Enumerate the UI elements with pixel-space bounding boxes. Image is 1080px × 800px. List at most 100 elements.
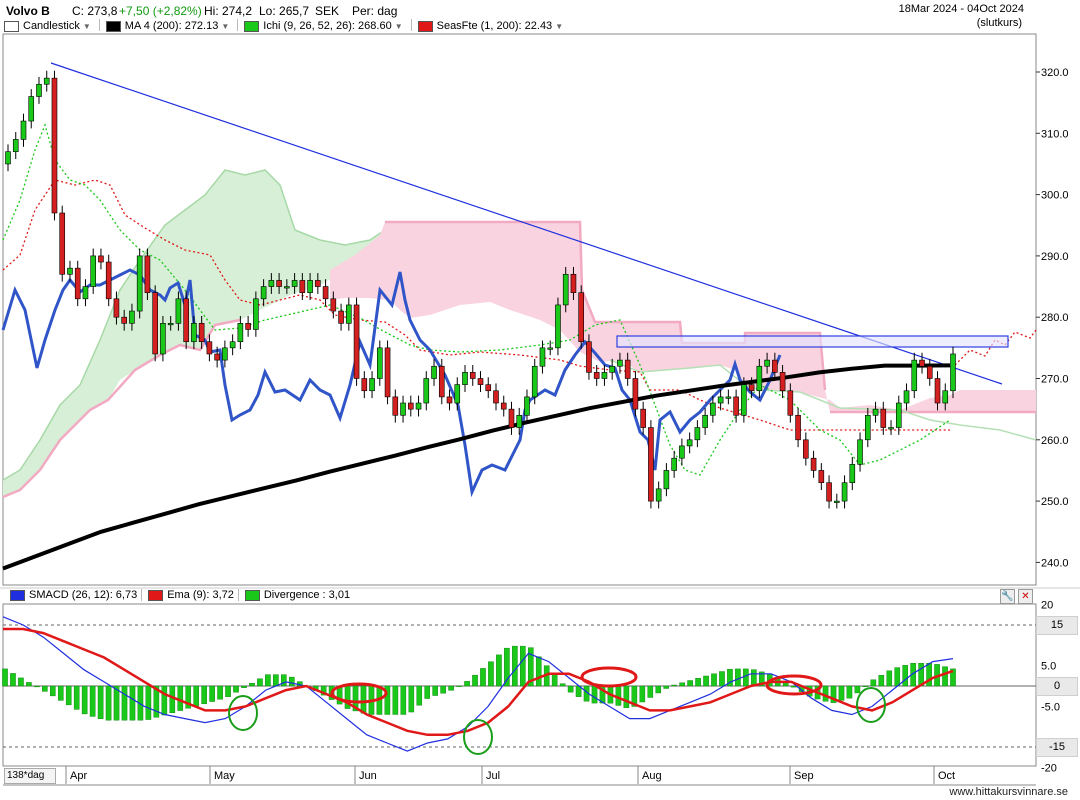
- candle: [950, 346, 956, 399]
- candle: [446, 389, 453, 411]
- candle: [415, 395, 422, 417]
- divergence-bar: [193, 685, 199, 707]
- divergence-bar: [623, 685, 630, 708]
- divergence-bar: [281, 674, 287, 687]
- candle: [779, 365, 786, 399]
- candle: [129, 303, 135, 331]
- candle: [841, 475, 848, 509]
- candle: [717, 389, 724, 411]
- x-tick-label: Apr: [70, 770, 87, 782]
- candle: [632, 371, 639, 417]
- candle: [384, 340, 391, 405]
- legend-ichimoku[interactable]: Ichi (9, 26, 52, 26): 268.60 ▼: [244, 19, 406, 33]
- divergence-bar: [591, 685, 598, 704]
- candle: [191, 315, 197, 350]
- divider: [410, 19, 412, 31]
- chart-header: Volvo B C: 273,8 +7,50 (+2,82%) Hi: 274,…: [0, 0, 1080, 29]
- candle: [28, 89, 35, 129]
- candle: [485, 377, 492, 399]
- candle: [725, 389, 732, 405]
- divergence-bar: [663, 685, 670, 689]
- candle: [276, 273, 282, 294]
- legend-smacd[interactable]: SMACD (26, 12): 6,73: [10, 589, 137, 601]
- legend-swatch: [4, 20, 19, 32]
- ma-200-line: [2, 363, 951, 571]
- divergence-bar: [432, 685, 438, 696]
- candle: [803, 432, 809, 466]
- divider: [98, 19, 100, 31]
- divergence-bar: [113, 685, 120, 721]
- divergence-bar: [217, 685, 223, 700]
- divergence-bar: [408, 685, 415, 713]
- trendline[interactable]: [50, 62, 1003, 385]
- legend-seasonal[interactable]: SeasFte (1, 200): 22.43 ▼: [417, 19, 568, 33]
- candle: [59, 205, 66, 282]
- divergence-bar: [782, 682, 789, 687]
- x-tick-label: Sep: [794, 770, 814, 782]
- y-tick-label: 250.0: [1041, 496, 1069, 508]
- legend-divergence[interactable]: Divergence : 3,01: [244, 589, 350, 601]
- candle: [438, 358, 445, 405]
- candle: [640, 401, 646, 435]
- candle: [392, 389, 399, 423]
- candle: [895, 395, 902, 435]
- divergence-bar: [703, 675, 709, 687]
- divergence-bar: [456, 685, 462, 687]
- close-icon[interactable]: ✕: [1018, 589, 1033, 604]
- candle: [222, 340, 228, 368]
- dropdown-arrow-icon[interactable]: ▼: [82, 21, 91, 31]
- divergence-bar: [273, 674, 279, 687]
- candle: [609, 358, 615, 380]
- annotation-ellipse: [580, 666, 638, 688]
- divergence-bar: [169, 685, 176, 714]
- dropdown-arrow-icon[interactable]: ▼: [555, 21, 564, 31]
- candle: [144, 248, 151, 301]
- period-selector[interactable]: 138*dag: [4, 768, 56, 784]
- candle: [113, 291, 120, 325]
- divergence-bar: [639, 685, 646, 703]
- divergence-bar: [687, 680, 693, 687]
- candle: [741, 377, 747, 423]
- close-note: (slutkurs): [976, 17, 1022, 29]
- indicator-axis: 20 5.0 -5.0 -20: [1041, 600, 1060, 775]
- candle: [237, 315, 244, 350]
- divergence-bar: [743, 668, 749, 687]
- candle: [617, 352, 623, 374]
- candle: [175, 291, 182, 331]
- divergence-bar: [137, 685, 144, 721]
- time-axis: Apr May Jun Jul Aug Sep Oct: [3, 766, 1036, 786]
- candle: [67, 260, 73, 282]
- legend-ema[interactable]: Ema (9): 3,72: [148, 589, 234, 601]
- y-tick-label: 290.0: [1041, 251, 1069, 263]
- candle: [431, 358, 437, 386]
- candle: [733, 389, 739, 423]
- candle: [787, 383, 794, 423]
- indicator-legend: SMACD (26, 12): 6,73 Ema (9): 3,72 Diver…: [10, 589, 354, 601]
- legend-ma[interactable]: MA 4 (200): 272.13 ▼: [105, 19, 233, 33]
- divergence-bar: [647, 685, 654, 698]
- candle: [43, 70, 50, 92]
- candle: [477, 371, 484, 392]
- divergence-bar: [472, 674, 478, 687]
- candle: [407, 395, 414, 417]
- divergence-bar: [73, 685, 80, 710]
- candle: [493, 383, 499, 411]
- divergence-bar: [49, 685, 56, 697]
- candle: [818, 463, 825, 491]
- dropdown-arrow-icon[interactable]: ▼: [394, 21, 403, 31]
- candle: [648, 420, 654, 509]
- dropdown-arrow-icon[interactable]: ▼: [221, 21, 230, 31]
- divergence-bar: [894, 667, 901, 687]
- candle: [462, 365, 468, 392]
- divergence-bar: [129, 685, 136, 721]
- resistance-zone[interactable]: [616, 335, 1009, 348]
- divergence-bar: [400, 685, 407, 715]
- candle: [926, 358, 933, 386]
- divergence-bar: [711, 673, 717, 687]
- wrench-icon[interactable]: 🔧: [1000, 589, 1015, 604]
- divergence-bar: [320, 685, 327, 696]
- candle: [562, 266, 569, 313]
- candle: [36, 76, 42, 104]
- legend-candlestick[interactable]: Candlestick ▼: [4, 19, 95, 33]
